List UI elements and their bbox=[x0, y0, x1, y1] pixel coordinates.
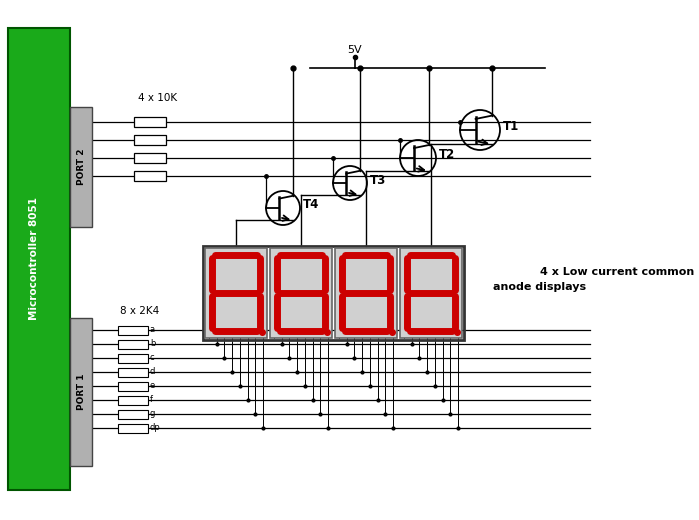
Bar bbox=[400, 248, 462, 338]
Bar bbox=[70, 107, 92, 227]
Text: b: b bbox=[150, 340, 155, 348]
Text: 4 x Low current common: 4 x Low current common bbox=[540, 267, 694, 277]
Text: d: d bbox=[150, 368, 155, 376]
Bar bbox=[134, 117, 166, 127]
Text: 4 x 10K: 4 x 10K bbox=[138, 93, 177, 103]
Text: c: c bbox=[150, 354, 154, 362]
Bar bbox=[134, 153, 166, 163]
Bar bbox=[335, 248, 397, 338]
Text: T2: T2 bbox=[439, 149, 455, 162]
Text: T4: T4 bbox=[303, 199, 319, 212]
Bar bbox=[134, 171, 166, 181]
Text: Microcontroller 8051: Microcontroller 8051 bbox=[29, 198, 39, 320]
Text: 8 x 2K4: 8 x 2K4 bbox=[120, 306, 159, 316]
Bar bbox=[118, 396, 148, 405]
Text: dp: dp bbox=[150, 423, 161, 433]
Text: T1: T1 bbox=[503, 121, 519, 134]
Text: PORT 2: PORT 2 bbox=[76, 149, 85, 185]
Bar bbox=[8, 28, 70, 490]
Bar bbox=[118, 354, 148, 362]
Text: PORT 1: PORT 1 bbox=[76, 374, 85, 410]
Text: 5V: 5V bbox=[347, 45, 362, 55]
Text: a: a bbox=[150, 326, 155, 334]
Bar bbox=[118, 340, 148, 348]
Bar bbox=[134, 135, 166, 145]
Text: T3: T3 bbox=[370, 174, 387, 187]
Bar bbox=[270, 248, 332, 338]
Bar bbox=[118, 326, 148, 334]
Text: g: g bbox=[150, 410, 155, 419]
Bar bbox=[118, 368, 148, 376]
Bar bbox=[203, 246, 464, 340]
Bar bbox=[118, 410, 148, 419]
Bar bbox=[118, 423, 148, 433]
Text: anode displays: anode displays bbox=[493, 282, 586, 292]
Text: e: e bbox=[150, 382, 155, 391]
Text: f: f bbox=[150, 396, 153, 405]
Bar bbox=[70, 318, 92, 466]
Bar bbox=[118, 382, 148, 391]
Bar bbox=[205, 248, 267, 338]
